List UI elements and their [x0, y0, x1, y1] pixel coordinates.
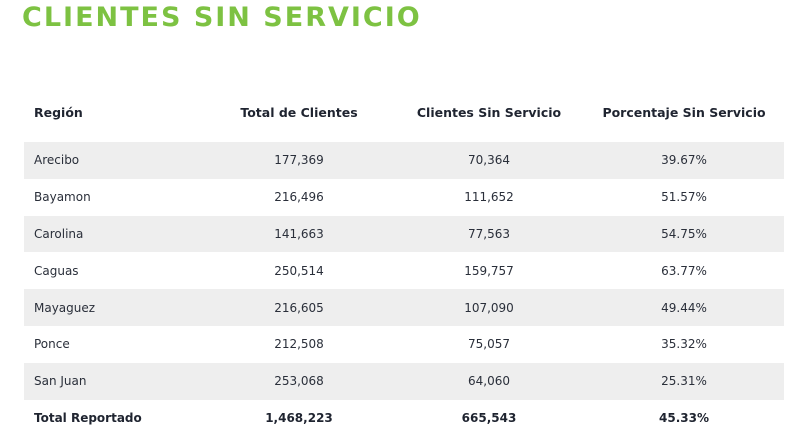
region-cell: Caguas	[24, 252, 204, 290]
sin-servicio-cell: 111,652	[394, 178, 584, 216]
region-cell: Ponce	[24, 325, 204, 363]
total-clients-cell: 1,468,223	[204, 399, 394, 437]
page-title: CLIENTES SIN SERVICIO	[22, 2, 422, 33]
sin-servicio-cell: 77,563	[394, 215, 584, 253]
total-clients-cell: 141,663	[204, 215, 394, 253]
region-cell: Bayamon	[24, 178, 204, 216]
total-porcentaje-cell: 45.33%	[584, 399, 784, 437]
region-cell: Carolina	[24, 215, 204, 253]
total-clients-cell: 216,496	[204, 178, 394, 216]
sin-servicio-cell: 64,060	[394, 362, 584, 400]
table-row: San Juan 253,068 64,060 25.31%	[24, 362, 784, 400]
table-footer: Total Reportado 1,468,223 665,543 45.33%	[24, 399, 784, 437]
spacer-cell	[24, 134, 784, 142]
total-clients-cell: 250,514	[204, 252, 394, 290]
table-row: Carolina 141,663 77,563 54.75%	[24, 215, 784, 253]
porcentaje-cell: 49.44%	[584, 289, 784, 326]
header-total: Total de Clientes	[240, 104, 358, 120]
porcentaje-cell: 25.31%	[584, 362, 784, 400]
header-sin-servicio: Clientes Sin Servicio	[416, 104, 562, 120]
sin-servicio-cell: 159,757	[394, 252, 584, 290]
porcentaje-cell: 39.67%	[584, 142, 784, 179]
porcentaje-cell: 51.57%	[584, 178, 784, 216]
header-row: Región Total de Clientes Clientes Sin Se…	[24, 90, 784, 134]
table-row: Mayaguez 216,605 107,090 49.44%	[24, 289, 784, 326]
total-clients-cell: 216,605	[204, 289, 394, 326]
total-clients-cell: 253,068	[204, 362, 394, 400]
region-cell: San Juan	[24, 362, 204, 400]
header-region: Región	[34, 104, 83, 120]
header-porcentaje: Porcentaje Sin Servicio	[602, 104, 766, 120]
table-row: Ponce 212,508 75,057 35.32%	[24, 325, 784, 363]
table-row: Caguas 250,514 159,757 63.77%	[24, 252, 784, 290]
table-header: Región Total de Clientes Clientes Sin Se…	[24, 90, 784, 142]
total-row: Total Reportado 1,468,223 665,543 45.33%	[24, 399, 784, 437]
total-sin-servicio-cell: 665,543	[394, 399, 584, 437]
table-row: Arecibo 177,369 70,364 39.67%	[24, 142, 784, 179]
sin-servicio-cell: 107,090	[394, 289, 584, 326]
total-clients-cell: 177,369	[204, 142, 394, 179]
total-region-cell: Total Reportado	[24, 399, 204, 437]
outage-table: Región Total de Clientes Clientes Sin Se…	[24, 90, 784, 437]
sin-servicio-cell: 70,364	[394, 142, 584, 179]
region-cell: Arecibo	[24, 142, 204, 179]
region-cell: Mayaguez	[24, 289, 204, 326]
sin-servicio-cell: 75,057	[394, 325, 584, 363]
porcentaje-cell: 63.77%	[584, 252, 784, 290]
header-spacer	[24, 134, 784, 142]
table-body: Arecibo 177,369 70,364 39.67% Bayamon 216,496…	[24, 142, 784, 400]
porcentaje-cell: 35.32%	[584, 325, 784, 363]
total-clients-cell: 212,508	[204, 325, 394, 363]
table-row: Bayamon 216,496 111,652 51.57%	[24, 178, 784, 216]
porcentaje-cell: 54.75%	[584, 215, 784, 253]
